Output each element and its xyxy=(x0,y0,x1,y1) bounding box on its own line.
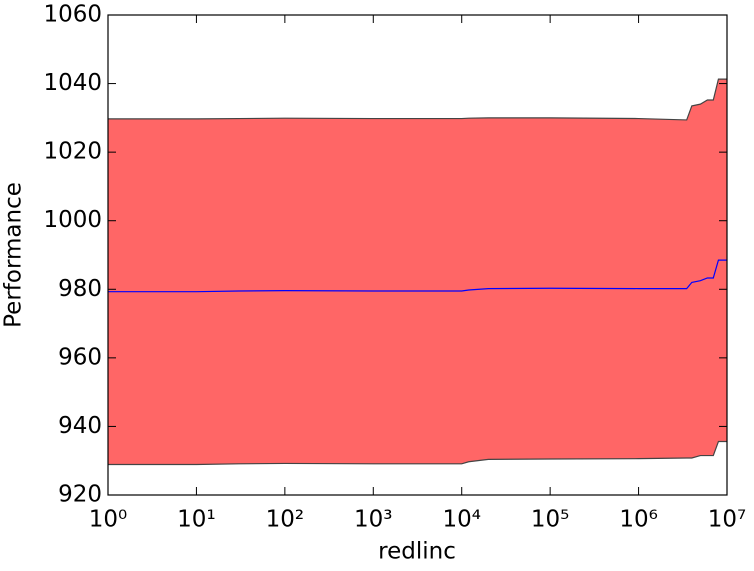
y-tick-label: 940 xyxy=(58,413,102,439)
x-tick-label: 10³ xyxy=(354,507,393,533)
mean-line xyxy=(108,259,727,293)
band-lower-edge xyxy=(108,440,727,466)
y-tick-label: 1020 xyxy=(43,139,102,165)
plot-frame xyxy=(107,14,728,496)
x-tick-label: 10² xyxy=(266,507,305,533)
x-tick-label: 10¹ xyxy=(177,507,216,533)
y-tick-label: 1040 xyxy=(43,70,102,96)
x-tick-label: 10⁴ xyxy=(442,507,481,533)
x-tick-label: 10⁵ xyxy=(531,507,570,533)
y-tick-label: 1060 xyxy=(43,2,102,28)
y-tick-label: 920 xyxy=(58,482,102,508)
x-tick-label: 10⁶ xyxy=(619,507,658,533)
y-tick-label: 1000 xyxy=(43,207,102,233)
x-tick-label: 10⁷ xyxy=(708,507,747,533)
band xyxy=(108,79,727,465)
y-tick-label: 980 xyxy=(58,276,102,302)
x-axis-label: redlinc xyxy=(378,539,456,565)
y-axis-label: Performance xyxy=(1,182,27,328)
x-tick-label: 10⁰ xyxy=(89,507,128,533)
y-tick-label: 960 xyxy=(58,344,102,370)
band-upper-edge xyxy=(108,78,727,121)
